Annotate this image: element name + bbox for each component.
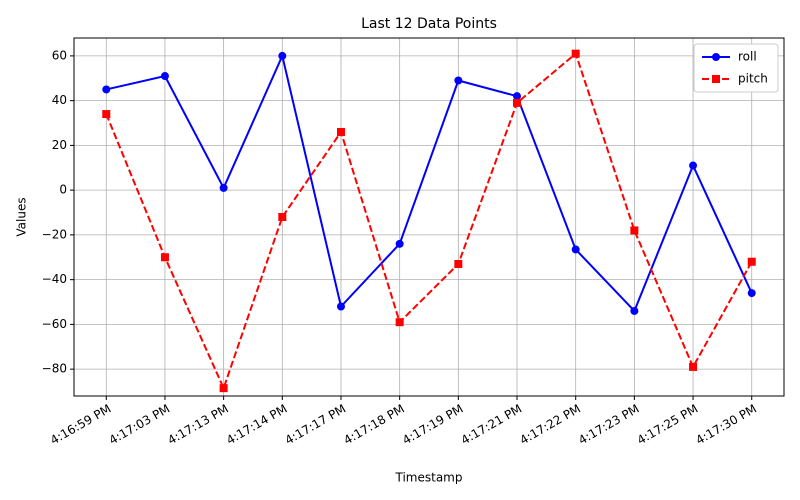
marker bbox=[454, 76, 463, 85]
y-tick-label: 20 bbox=[52, 138, 67, 152]
y-tick-label: −80 bbox=[42, 362, 67, 376]
marker bbox=[336, 127, 345, 136]
y-tick-label: −40 bbox=[42, 272, 67, 286]
y-tick-label: 40 bbox=[52, 93, 67, 107]
y-axis-label: Values bbox=[15, 197, 29, 236]
y-tick-label: −60 bbox=[42, 317, 67, 331]
marker bbox=[712, 75, 720, 83]
marker bbox=[102, 110, 111, 119]
marker bbox=[395, 239, 404, 248]
marker bbox=[571, 49, 580, 58]
marker bbox=[336, 302, 345, 311]
marker bbox=[278, 51, 287, 60]
series-line bbox=[106, 52, 753, 313]
legend-label: roll bbox=[738, 50, 757, 64]
marker bbox=[712, 53, 720, 61]
marker bbox=[102, 85, 111, 94]
marker bbox=[278, 213, 287, 221]
legend-label: pitch bbox=[738, 72, 768, 86]
marker bbox=[395, 318, 404, 327]
y-tick-label: 60 bbox=[52, 48, 67, 62]
marker bbox=[571, 245, 580, 254]
marker bbox=[689, 362, 698, 371]
marker bbox=[454, 259, 463, 268]
marker bbox=[747, 257, 756, 266]
marker bbox=[630, 306, 639, 315]
x-axis-label: Timestamp bbox=[395, 471, 463, 485]
series-line bbox=[105, 51, 753, 391]
plot-frame bbox=[73, 37, 785, 397]
y-tick-label: 0 bbox=[59, 183, 67, 197]
marker bbox=[689, 161, 698, 170]
marker bbox=[630, 226, 639, 235]
marker bbox=[219, 384, 228, 393]
chart-title: Last 12 Data Points bbox=[361, 16, 497, 32]
marker bbox=[747, 289, 756, 298]
marker bbox=[219, 183, 228, 192]
legend: roll pitch bbox=[693, 43, 779, 93]
y-tick-label: −20 bbox=[42, 227, 67, 241]
marker bbox=[160, 253, 169, 262]
marker bbox=[513, 98, 522, 107]
marker bbox=[160, 72, 169, 81]
marker bbox=[513, 92, 522, 101]
